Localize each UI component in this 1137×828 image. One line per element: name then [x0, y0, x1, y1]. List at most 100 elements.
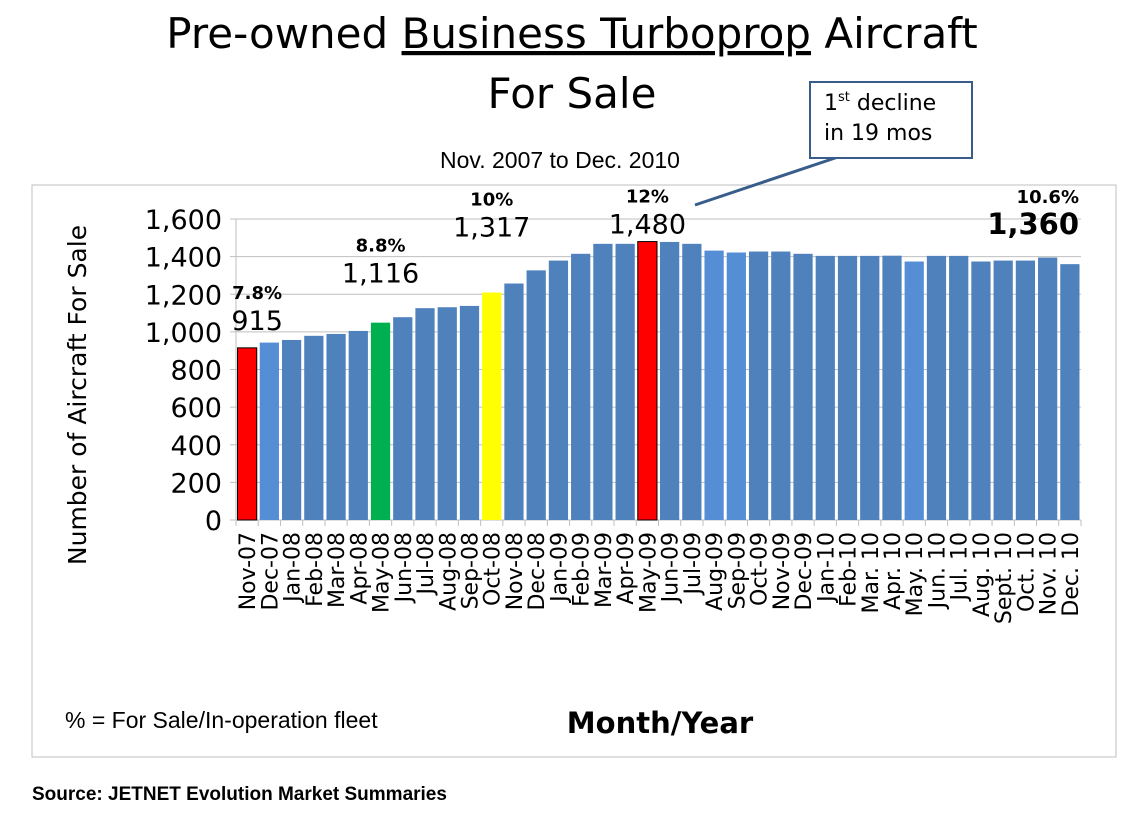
x-tick-label: Mar-09 — [592, 532, 617, 608]
chart-subtitle: Nov. 2007 to Dec. 2010 — [440, 147, 680, 173]
bar — [660, 241, 680, 521]
x-tick-label: Aug-08 — [436, 532, 461, 611]
percent-label: 10% — [470, 190, 513, 211]
x-tick-label: Dec. 10 — [1059, 532, 1084, 617]
x-tick-label: Mar. 10 — [859, 532, 884, 613]
value-label: 1,317 — [453, 213, 530, 244]
x-tick-label: Aug. 10 — [970, 532, 995, 617]
bar — [926, 255, 947, 520]
y-tick-label: 1,200 — [145, 280, 222, 311]
x-tick-label: Jun-09 — [659, 532, 684, 604]
bar — [593, 243, 613, 520]
callout-line1: 1st decline — [824, 90, 936, 116]
bar — [748, 251, 769, 520]
footnote: % = For Sale/In-operation fleet — [65, 707, 378, 733]
x-tick-label: Apr. 10 — [881, 532, 906, 610]
x-tick-label: Nov-07 — [236, 532, 261, 610]
x-tick-label: Sep-08 — [458, 532, 483, 609]
x-tick-label: Feb-10 — [837, 532, 862, 607]
x-axis-label: Month/Year — [567, 706, 754, 740]
chart-title-line2: For Sale — [488, 69, 657, 118]
bar — [993, 260, 1013, 520]
bar — [437, 307, 457, 520]
x-tick-label: Jul. 10 — [948, 532, 973, 603]
x-tick-label: May-08 — [370, 532, 395, 613]
x-tick-label: Feb-09 — [570, 532, 595, 607]
bar — [459, 305, 480, 520]
percent-label: 10.6% — [1017, 187, 1079, 208]
bar — [259, 342, 279, 520]
y-axis-label: Number of Aircraft For Sale — [63, 225, 92, 565]
bar — [771, 251, 791, 520]
x-tick-label: Jan-09 — [547, 532, 572, 604]
bar — [949, 255, 969, 520]
y-tick-label: 1,600 — [145, 205, 222, 236]
chart-title: Pre-owned Business Turboprop Aircraft — [166, 9, 977, 58]
x-tick-label: Oct-08 — [481, 532, 506, 606]
bar — [971, 261, 991, 520]
callout-pointer — [694, 155, 839, 207]
x-tick-label: Jul-08 — [414, 532, 439, 596]
y-tick-label: 200 — [170, 468, 222, 499]
bar — [415, 308, 435, 520]
x-tick-label: Jun-08 — [392, 532, 417, 604]
bar — [904, 261, 924, 520]
x-tick-label: Jul-09 — [681, 532, 706, 596]
bar — [793, 253, 813, 520]
x-tick-label: Apr-08 — [347, 532, 372, 605]
x-tick-label: Dec-09 — [792, 532, 817, 611]
bar — [281, 339, 302, 520]
value-label: 1,116 — [342, 259, 419, 290]
x-tick-label: May. 10 — [903, 532, 928, 616]
bar — [1015, 260, 1036, 520]
bar — [1038, 257, 1058, 520]
bar — [548, 260, 569, 520]
bar — [393, 317, 413, 520]
x-tick-label: Nov. 10 — [1037, 532, 1062, 615]
value-label: 915 — [231, 306, 283, 337]
x-tick-label: Dec-08 — [525, 532, 550, 611]
x-tick-label: Sept. 10 — [992, 532, 1017, 624]
x-tick-label: Aug-09 — [703, 532, 728, 611]
bar — [682, 243, 702, 520]
y-tick-label: 0 — [205, 506, 222, 537]
value-label: 1,480 — [609, 210, 686, 241]
callout-line2: in 19 mos — [824, 121, 932, 146]
x-tick-label: Apr-09 — [614, 532, 639, 605]
bar — [637, 241, 658, 521]
y-tick-label: 1,400 — [145, 243, 222, 274]
title-part-3: Aircraft — [811, 9, 978, 58]
x-tick-label: Mar-08 — [325, 532, 350, 608]
bar — [882, 255, 902, 520]
percent-label: 7.8% — [232, 283, 282, 304]
chart-border — [31, 184, 1117, 758]
callout-box — [809, 81, 973, 159]
bar — [815, 255, 835, 520]
percent-label: 8.8% — [356, 236, 406, 257]
source-note: Source: JETNET Evolution Market Summarie… — [32, 784, 447, 805]
bar — [837, 255, 858, 520]
bar — [348, 330, 368, 520]
x-tick-label: May-09 — [636, 532, 661, 613]
x-tick-label: Dec-07 — [258, 532, 283, 611]
bar — [370, 322, 391, 520]
x-tick-label: Oct-09 — [748, 532, 773, 606]
bar — [482, 292, 502, 520]
x-tick-label: Jan-08 — [281, 532, 306, 604]
bar — [571, 253, 591, 520]
y-tick-label: 400 — [170, 431, 222, 462]
percent-label: 12% — [626, 187, 669, 208]
x-tick-label: Oct. 10 — [1014, 532, 1039, 612]
title-part-2: Business Turboprop — [402, 9, 811, 58]
x-tick-label: Sep-09 — [725, 532, 750, 609]
bar — [326, 333, 346, 520]
x-tick-label: Feb-08 — [303, 532, 328, 607]
y-tick-label: 600 — [170, 393, 222, 424]
value-label: 1,360 — [987, 207, 1079, 241]
bar — [504, 283, 524, 520]
bar — [726, 252, 746, 520]
bar — [704, 250, 724, 521]
x-tick-label: Nov-08 — [503, 532, 528, 610]
